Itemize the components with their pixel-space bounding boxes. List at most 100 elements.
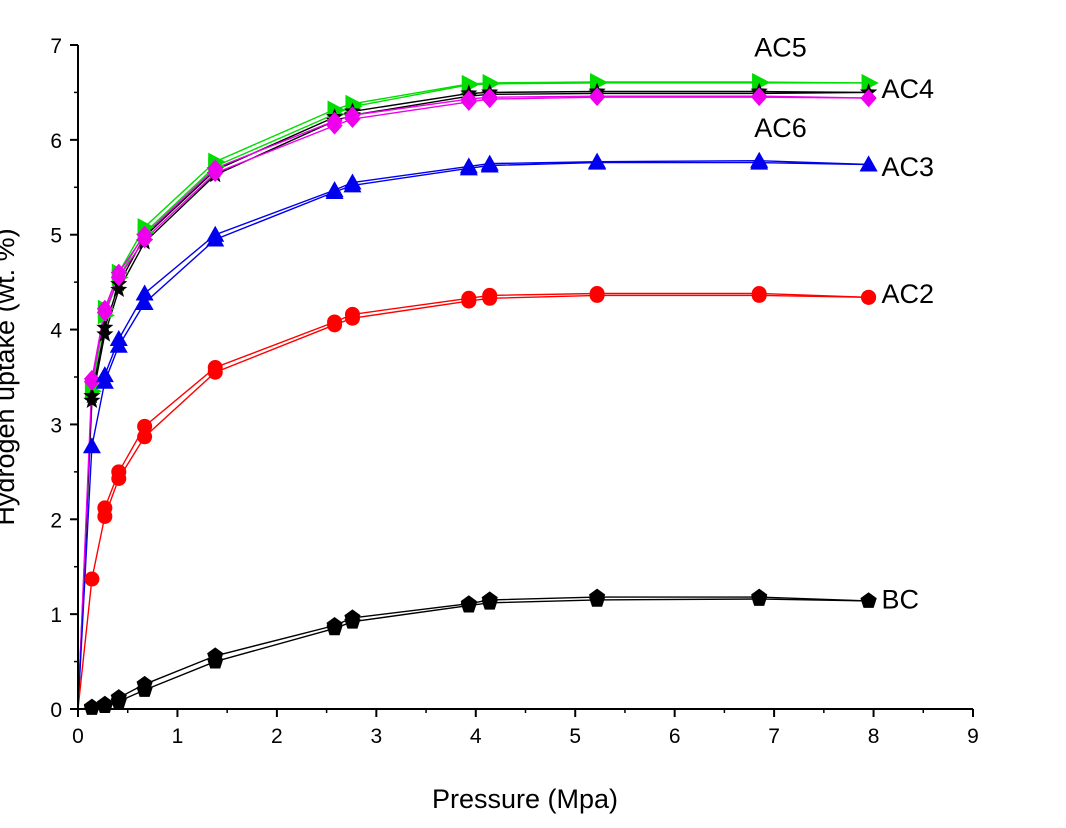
data-point-ac4 — [96, 318, 114, 335]
data-point-ac3 — [480, 154, 499, 171]
data-point-ac2 — [97, 500, 113, 516]
y-tick-label: 0 — [50, 699, 62, 722]
series-label-ac4: AC4 — [882, 74, 935, 104]
series-label-ac2: AC2 — [882, 279, 935, 309]
data-point-ac3 — [109, 330, 128, 347]
data-point-ac2 — [751, 286, 767, 302]
data-point-ac3 — [750, 151, 769, 168]
series-line-bc-desorption — [91, 596, 869, 708]
data-point-ac6 — [83, 369, 100, 388]
data-point-ac5 — [345, 94, 363, 113]
x-tick-label: 7 — [768, 725, 780, 748]
y-tick-label: 2 — [50, 509, 62, 532]
data-point-ac6 — [481, 88, 498, 107]
y-tick-label: 3 — [50, 414, 62, 437]
data-point-ac3 — [206, 225, 225, 242]
data-point-ac5 — [461, 74, 479, 93]
data-point-ac6 — [460, 90, 477, 109]
x-axis-title: Pressure (Mpa) — [432, 784, 618, 814]
y-ticks: 0 1 2 3 4 5 6 7 — [50, 35, 78, 722]
data-point-ac5 — [861, 73, 879, 92]
data-point-ac3 — [135, 294, 154, 311]
data-point-ac4 — [96, 325, 114, 342]
series-line-bc-adsorption — [77, 598, 869, 710]
x-tick-label: 0 — [72, 725, 84, 748]
series-label-ac3: AC3 — [882, 152, 935, 182]
data-point-bc — [460, 595, 477, 611]
series-line-ac2-desorption — [104, 292, 869, 509]
data-point-ac6 — [589, 87, 606, 106]
x-ticks: 0 1 2 3 4 5 6 7 8 9 — [72, 709, 979, 748]
data-point-ac6 — [344, 106, 361, 125]
series-line-ac3-desorption — [104, 159, 869, 376]
data-point-ac2 — [327, 314, 343, 330]
data-point-ac4 — [83, 386, 101, 404]
x-tick-label: 8 — [868, 725, 880, 748]
series-label-ac5: AC5 — [754, 32, 807, 62]
data-point-ac3 — [95, 366, 114, 383]
data-point-ac3 — [325, 181, 344, 198]
data-point-ac2 — [137, 418, 153, 434]
data-point-ac3 — [459, 157, 478, 174]
data-point-bc — [110, 689, 127, 705]
x-tick-label: 2 — [271, 725, 283, 748]
data-point-ac2 — [861, 289, 877, 305]
data-point-ac6 — [110, 263, 127, 282]
series-markers — [82, 72, 879, 715]
series-line-ac5-adsorption — [77, 82, 869, 710]
data-point-bc — [207, 647, 224, 663]
series-line-ac6-desorption — [91, 95, 869, 380]
data-point-ac6 — [96, 299, 113, 318]
data-point-ac2 — [84, 571, 100, 587]
data-point-ac2 — [589, 286, 605, 302]
series-label-bc: BC — [882, 584, 920, 614]
data-point-bc — [96, 695, 113, 712]
series-label-ac6: AC6 — [754, 113, 807, 143]
data-point-ac5 — [482, 73, 500, 92]
series-line-ac2-adsorption — [77, 294, 869, 710]
data-point-ac3 — [82, 437, 101, 454]
data-point-ac5 — [327, 100, 345, 119]
x-tick-label: 1 — [172, 725, 184, 748]
data-point-ac2 — [137, 429, 153, 445]
series-line-ac3-adsorption — [77, 161, 869, 710]
data-point-ac4 — [110, 280, 128, 298]
data-point-ac2 — [482, 287, 498, 303]
data-point-bc — [481, 591, 498, 607]
y-axis-title: Hydrogen uptake (wt. %) — [0, 228, 20, 525]
data-point-ac3 — [859, 155, 878, 172]
y-tick-label: 5 — [50, 225, 62, 248]
data-point-ac3 — [588, 152, 607, 169]
data-point-bc — [860, 592, 877, 608]
y-tick-label: 1 — [50, 604, 62, 627]
x-tick-label: 5 — [569, 725, 581, 748]
x-tick-label: 6 — [669, 725, 681, 748]
data-point-bc — [589, 588, 606, 604]
data-point-ac4 — [83, 391, 101, 408]
series-labels: AC5 AC4 AC6 AC3 AC2 BC — [754, 32, 934, 614]
data-point-bc — [344, 609, 361, 625]
data-point-ac6 — [136, 225, 153, 244]
data-point-ac3 — [135, 284, 154, 301]
data-point-ac6 — [207, 159, 224, 178]
x-tick-label: 9 — [967, 725, 979, 748]
data-point-ac2 — [111, 464, 127, 480]
y-tick-label: 4 — [50, 320, 62, 343]
data-point-ac6 — [326, 111, 343, 130]
data-point-ac5 — [752, 72, 770, 91]
data-point-ac6 — [751, 87, 768, 106]
y-tick-label: 6 — [50, 130, 62, 153]
data-point-ac6 — [860, 89, 877, 108]
series-lines — [77, 81, 869, 710]
data-point-ac2 — [344, 306, 360, 322]
series-line-ac5-desorption — [91, 81, 869, 387]
x-tick-label: 4 — [470, 725, 482, 748]
data-point-ac2 — [207, 360, 223, 376]
x-tick-label: 3 — [370, 725, 382, 748]
data-point-ac5 — [590, 72, 608, 91]
data-point-bc — [751, 588, 768, 604]
y-tick-label: 7 — [50, 35, 62, 58]
data-point-ac2 — [461, 290, 477, 306]
data-point-ac3 — [343, 173, 362, 190]
